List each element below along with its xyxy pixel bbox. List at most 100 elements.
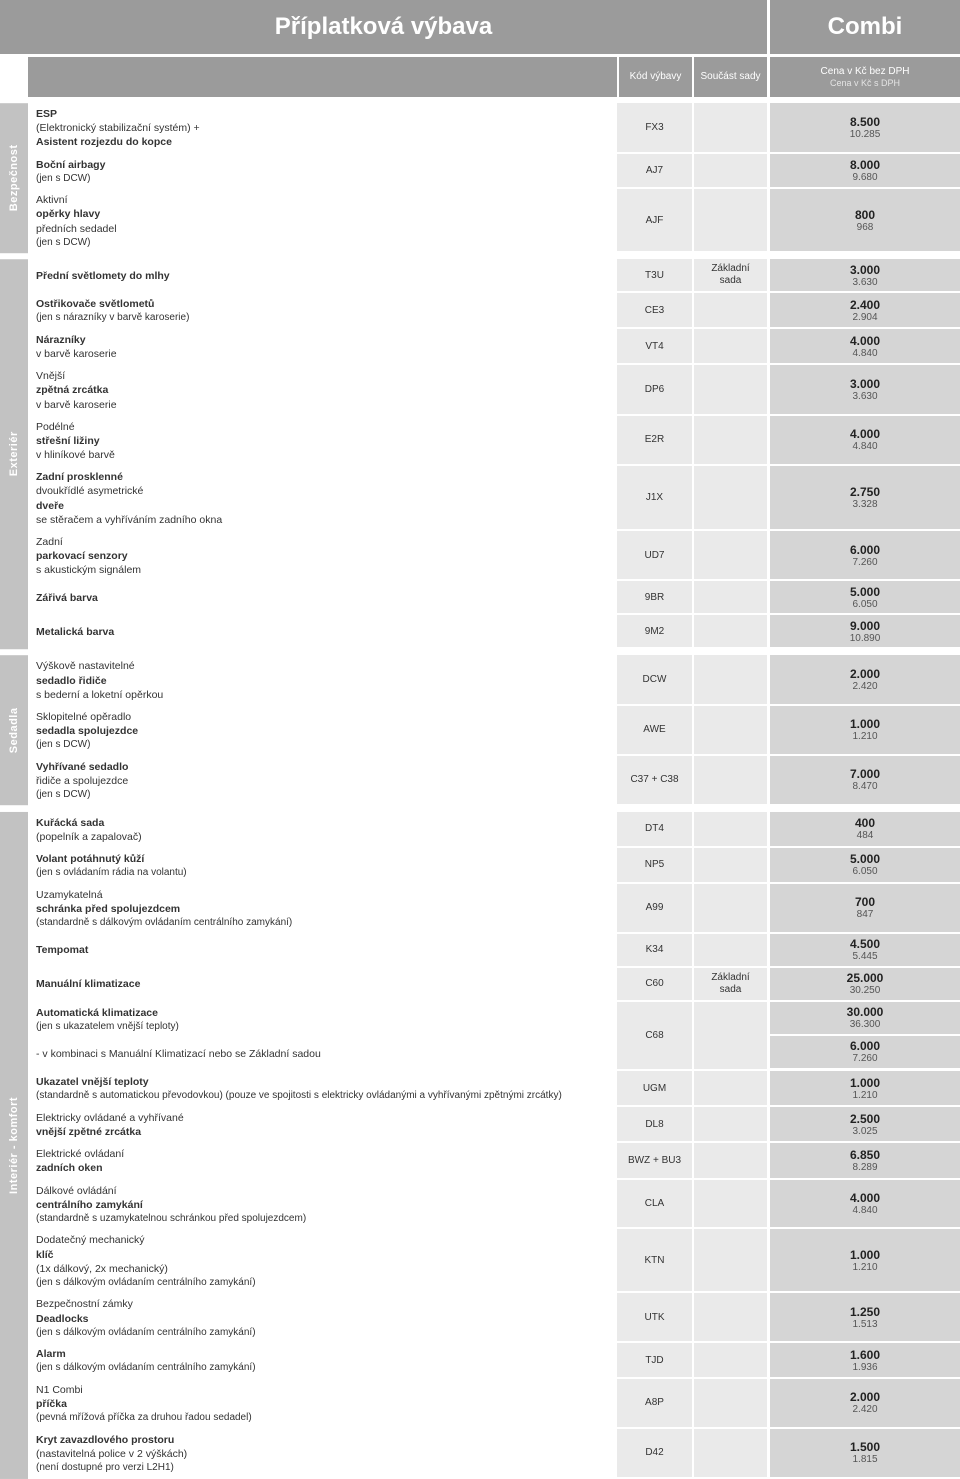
option-code: UD7 bbox=[617, 531, 692, 582]
option-price: 3.0003.630 bbox=[770, 365, 960, 416]
option-row: Nárazníky v barvě karoserieVT44.0004.840 bbox=[28, 329, 960, 365]
option-row: Alarm(jen s dálkovým ovládaním centrální… bbox=[28, 1343, 960, 1379]
option-desc: Volant potáhnutý kůží(jen s ovládaním rá… bbox=[28, 848, 617, 884]
section: ExteriérPřední světlomety do mlhyT3UZákl… bbox=[0, 259, 960, 649]
price-excl: 8.000 bbox=[850, 158, 880, 172]
option-code: AJF bbox=[617, 189, 692, 253]
variant-title: Combi bbox=[770, 0, 960, 54]
option-desc: Tempomat bbox=[28, 934, 617, 968]
option-price: 5.0006.050 bbox=[770, 581, 960, 615]
price-excl: 800 bbox=[855, 208, 875, 222]
price-incl: 2.904 bbox=[852, 312, 877, 323]
option-desc: Podélné střešní ližiny v hliníkové barvě bbox=[28, 416, 617, 467]
price-excl: 1.250 bbox=[850, 1305, 880, 1319]
price-incl: 968 bbox=[857, 222, 874, 233]
option-note: (jen s dálkovým ovládaním centrálního za… bbox=[36, 1361, 607, 1375]
option-row: Volant potáhnutý kůží(jen s ovládaním rá… bbox=[28, 848, 960, 884]
option-row: Vnější zpětná zrcátka v barvě karoserieD… bbox=[28, 365, 960, 416]
option-row: Sklopitelné opěradlo sedadla spolujezdce… bbox=[28, 706, 960, 756]
option-code: UGM bbox=[617, 1071, 692, 1107]
option-price: 2.0002.420 bbox=[770, 1379, 960, 1429]
section-body: ESP (Elektronický stabilizační systém) +… bbox=[28, 103, 960, 253]
option-row: Vyhřívané sedadlo řidiče a spolujezdce(j… bbox=[28, 756, 960, 806]
option-note: (standardně s dálkovým ovládaním centrál… bbox=[36, 916, 607, 930]
price-incl: 8.289 bbox=[852, 1162, 877, 1173]
price-excl: 2.500 bbox=[850, 1112, 880, 1126]
option-price: 4.0004.840 bbox=[770, 329, 960, 365]
section-label: Exteriér bbox=[0, 259, 28, 649]
option-row: N1 Combi příčka(pevná mřížová příčka za … bbox=[28, 1379, 960, 1429]
option-row: Kryt zavazdlového prostoru (nastavitelná… bbox=[28, 1429, 960, 1479]
price-excl: 8.500 bbox=[850, 115, 880, 129]
option-code: D42 bbox=[617, 1429, 692, 1479]
option-set bbox=[692, 1343, 767, 1379]
option-code: DCW bbox=[617, 655, 692, 706]
option-set: Základnísada bbox=[692, 259, 767, 293]
price-excl: 2.000 bbox=[850, 1390, 880, 1404]
price-incl: 1.513 bbox=[852, 1319, 877, 1330]
option-desc: Dálkové ovládání centrálního zamykání(st… bbox=[28, 1180, 617, 1230]
price-incl: 1.936 bbox=[852, 1362, 877, 1373]
price-excl: 700 bbox=[855, 895, 875, 909]
option-set bbox=[692, 615, 767, 649]
option-set bbox=[692, 1107, 767, 1143]
price-excl: 1.500 bbox=[850, 1440, 880, 1454]
option-set bbox=[692, 1143, 767, 1179]
option-note: (standardně s automatickou převodovkou) … bbox=[36, 1089, 607, 1103]
price-incl: 3.630 bbox=[852, 391, 877, 402]
option-row: TempomatK344.5005.445 bbox=[28, 934, 960, 968]
price-excl: 2.000 bbox=[850, 667, 880, 681]
price-excl: 3.000 bbox=[850, 377, 880, 391]
price-header-sub: Cena v Kč s DPH bbox=[830, 78, 900, 90]
option-desc: Bezpečnostní zámky Deadlocks(jen s dálko… bbox=[28, 1293, 617, 1343]
price-excl: 4.000 bbox=[850, 334, 880, 348]
price-incl: 3.630 bbox=[852, 277, 877, 288]
header-row: Příplatková výbava Combi bbox=[0, 0, 960, 54]
option-row: Zadní prosklenné dvoukřídlé asymetrické … bbox=[28, 466, 960, 531]
option-desc: Kuřácká sada (popelník a zapalovač) bbox=[28, 812, 617, 848]
option-desc: Vyhřívané sedadlo řidiče a spolujezdce(j… bbox=[28, 756, 617, 806]
option-set bbox=[692, 1002, 767, 1072]
option-desc: Zadní parkovací senzory s akustickým sig… bbox=[28, 531, 617, 582]
page-title: Příplatková výbava bbox=[0, 0, 767, 54]
option-code: TJD bbox=[617, 1343, 692, 1379]
option-desc: Vnější zpětná zrcátka v barvě karoserie bbox=[28, 365, 617, 416]
price-excl: 1.600 bbox=[850, 1348, 880, 1362]
section-label: Sedadla bbox=[0, 655, 28, 805]
option-desc: Dodatečný mechanický klíč (1x dálkový, 2… bbox=[28, 1229, 617, 1293]
option-set bbox=[692, 293, 767, 329]
option-row: Dodatečný mechanický klíč (1x dálkový, 2… bbox=[28, 1229, 960, 1293]
option-code: AWE bbox=[617, 706, 692, 756]
option-price: 2.0002.420 bbox=[770, 655, 960, 706]
option-code: A8P bbox=[617, 1379, 692, 1429]
option-code: FX3 bbox=[617, 103, 692, 154]
price-excl: 6.850 bbox=[850, 1148, 880, 1162]
price-excl: 6.000 bbox=[850, 543, 880, 557]
price-excl: 25.000 bbox=[847, 971, 884, 985]
option-price: 4.0004.840 bbox=[770, 1180, 960, 1230]
option-code: KTN bbox=[617, 1229, 692, 1293]
option-note: (jen s ovládaním rádia na volantu) bbox=[36, 866, 607, 880]
option-desc: Elektricky ovládané a vyhřívané vnější z… bbox=[28, 1107, 617, 1143]
option-set bbox=[692, 103, 767, 154]
option-code: UTK bbox=[617, 1293, 692, 1343]
option-desc: Nárazníky v barvě karoserie bbox=[28, 329, 617, 365]
price-incl: 2.420 bbox=[852, 681, 877, 692]
option-price: 6.8508.289 bbox=[770, 1143, 960, 1179]
option-row: Uzamykatelná schránka před spolujezdcem(… bbox=[28, 884, 960, 934]
price-incl: 30.250 bbox=[850, 985, 881, 996]
option-code: J1X bbox=[617, 466, 692, 531]
option-price: 8.0009.680 bbox=[770, 154, 960, 190]
price-excl: 2.750 bbox=[850, 485, 880, 499]
option-price: 800968 bbox=[770, 189, 960, 253]
section: SedadlaVýškově nastavitelné sedadlo řidi… bbox=[0, 655, 960, 805]
option-note: (jen s DCW) bbox=[36, 172, 607, 186]
col-header-price: Cena v Kč bez DPH Cena v Kč s DPH bbox=[770, 57, 960, 97]
option-set bbox=[692, 189, 767, 253]
subheader-spacer bbox=[0, 57, 28, 97]
price-incl: 847 bbox=[857, 909, 874, 920]
price-excl: 6.000 bbox=[850, 1039, 880, 1053]
option-desc: Uzamykatelná schránka před spolujezdcem(… bbox=[28, 884, 617, 934]
price-excl: 5.000 bbox=[850, 852, 880, 866]
price-incl: 1.210 bbox=[852, 731, 877, 742]
